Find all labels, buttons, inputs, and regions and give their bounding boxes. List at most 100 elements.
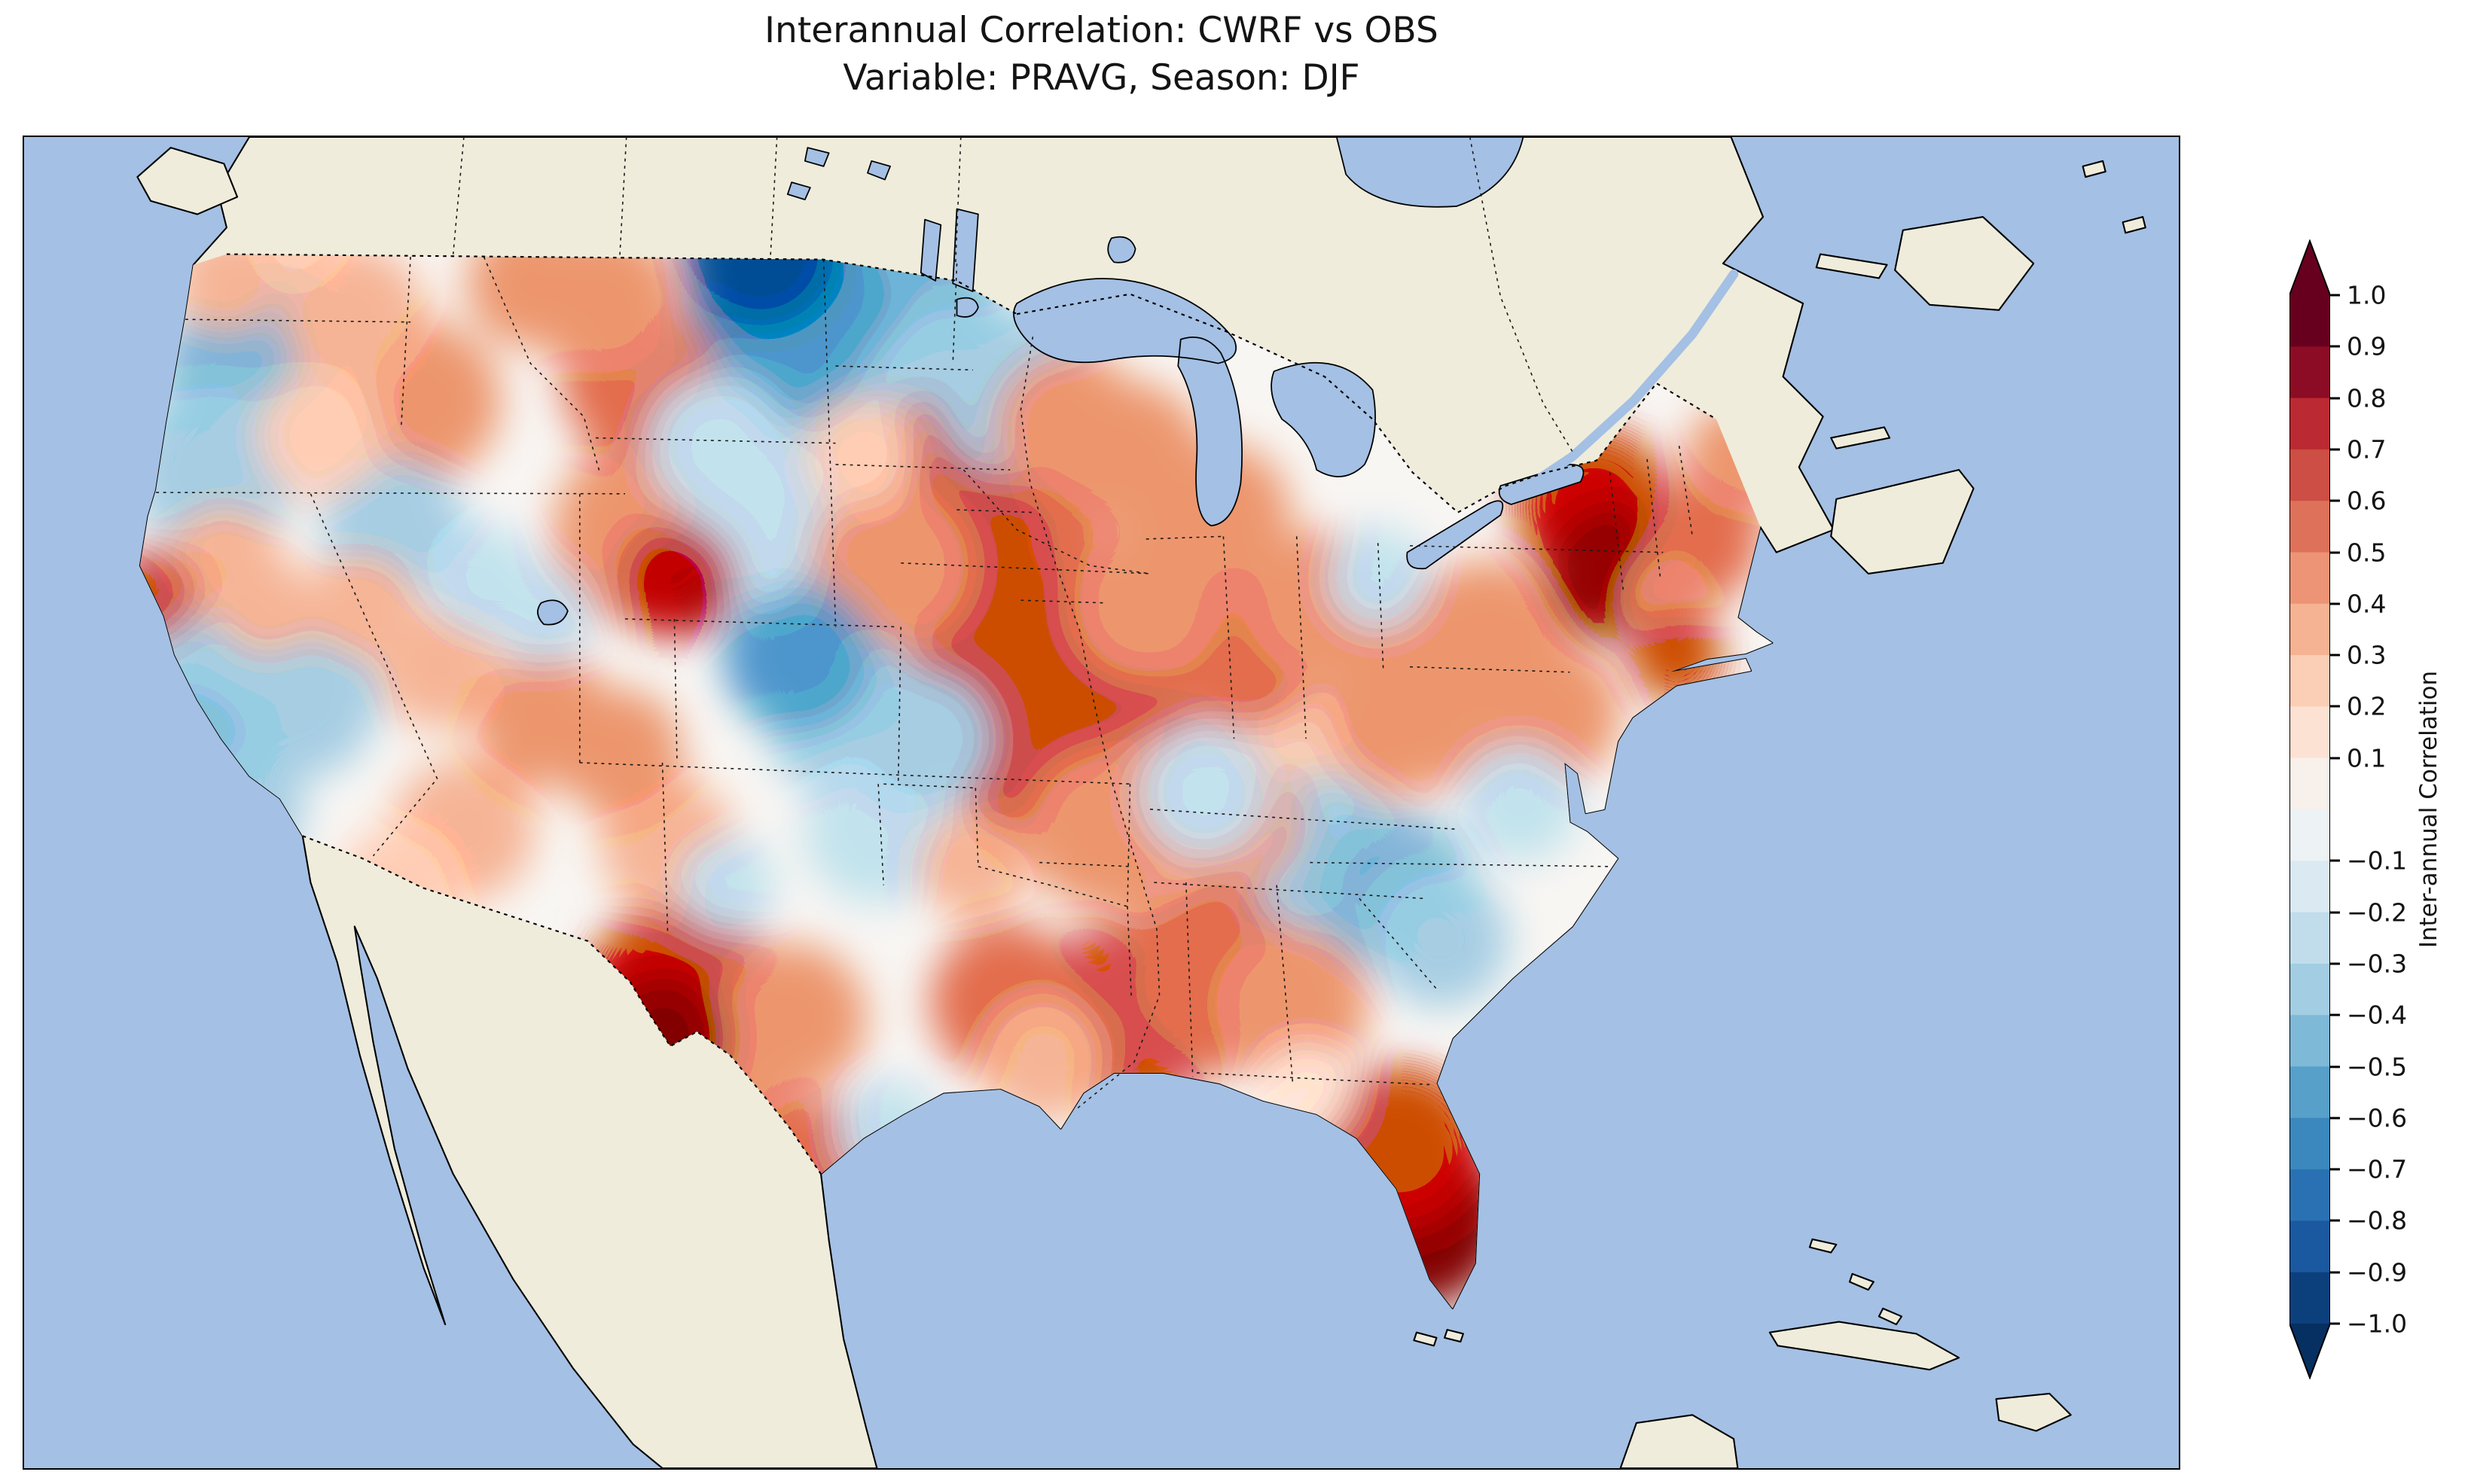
colorbar-segment [2289, 295, 2330, 347]
colorbar-tick: 0.8 [2330, 383, 2386, 413]
colorbar-tick-mark [2330, 1013, 2340, 1016]
colorbar-tick-mark [2330, 1168, 2340, 1171]
colorbar-outline [2289, 239, 2330, 1379]
colorbar-tick-label: 1.0 [2347, 280, 2387, 310]
colorbar-tick-label: −0.7 [2347, 1154, 2408, 1184]
colorbar-tick-mark [2330, 499, 2340, 502]
great-lakes [537, 137, 1585, 626]
correlation-blob [310, 553, 415, 658]
correlation-blob [283, 254, 426, 388]
correlation-blob [1459, 742, 1579, 863]
colorbar-segment [2289, 552, 2330, 605]
colorbar-tick-label: −0.6 [2347, 1103, 2408, 1133]
colorbar-tick-label: −0.3 [2347, 949, 2408, 979]
correlation-blob [256, 371, 384, 499]
colorbar-tick-label: 0.8 [2347, 383, 2387, 413]
colorbar-tick-mark [2330, 705, 2340, 708]
colorbar-segment [2289, 449, 2330, 501]
colorbar-tick-label: 0.6 [2347, 486, 2387, 516]
colorbar-tick: −1.0 [2330, 1309, 2407, 1339]
colorbar-segment [2289, 706, 2330, 759]
province-borders [452, 137, 1575, 455]
colorbar-tick-label: −0.9 [2347, 1257, 2408, 1287]
colorbar-segment [2289, 757, 2330, 810]
figure-title: Interannual Correlation: CWRF vs OBS Var… [23, 8, 2180, 102]
correlation-blob [380, 609, 500, 730]
colorbar-tick: −0.8 [2330, 1206, 2407, 1236]
colorbar-tick-label: 0.7 [2347, 434, 2387, 465]
correlation-blob [682, 254, 840, 331]
colorbar-segment [2289, 346, 2330, 399]
colorbar-tick: −0.1 [2330, 846, 2407, 876]
colorbar-segment [2289, 398, 2330, 450]
colorbar-tick-mark [2330, 859, 2340, 862]
colorbar-tick: 0.9 [2330, 332, 2386, 361]
colorbar-tick-label: 0.4 [2347, 589, 2387, 619]
correlation-blob [804, 396, 917, 509]
colorbar-tick-label: 0.5 [2347, 538, 2387, 567]
colorbar-tick-label: 0.9 [2347, 331, 2387, 361]
colorbar-tick-label: −1.0 [2347, 1309, 2408, 1339]
correlation-blob [859, 672, 994, 806]
colorbar-segment [2289, 655, 2330, 707]
state-borders [156, 256, 1693, 1110]
colorbar-tick-mark [2330, 294, 2340, 297]
colorbar-tick-mark [2330, 602, 2340, 605]
us-mexico-border [302, 835, 822, 1175]
colorbar-tick-mark [2330, 654, 2340, 657]
title-line-1: Interannual Correlation: CWRF vs OBS [764, 10, 1438, 51]
colorbar-tick: −0.3 [2330, 949, 2407, 978]
colorbar-label: Inter-annual Correlation [2415, 670, 2442, 949]
map-canvas [24, 137, 2179, 1468]
colorbar-tick-mark [2330, 1219, 2340, 1222]
correlation-blob [139, 385, 299, 554]
colorbar-tick-axis: 1.0 0.9 0.8 0.7 0.6 0.5 0.4 0.3 0.2 0.1 −0.1 −0.2 −0… [2330, 281, 2458, 1339]
colorbar-tick-mark [2330, 1322, 2340, 1325]
colorbar-tick-label: −0.8 [2347, 1205, 2408, 1236]
correlation-blob [723, 581, 874, 731]
correlation-blob [717, 943, 867, 1093]
colorbar-segment [2289, 1220, 2330, 1273]
map-axes [23, 136, 2180, 1470]
colorbar-tick-mark [2330, 1065, 2340, 1068]
colorbar-tick-mark [2330, 757, 2340, 760]
colorbar-segment [2289, 1169, 2330, 1221]
colorbar-tick-label: −0.2 [2347, 897, 2408, 928]
colorbar-tick: 1.0 [2330, 281, 2386, 310]
colorbar-tick-label: −0.5 [2347, 1052, 2408, 1081]
correlation-blob [1325, 625, 1494, 794]
colorbar-tick-mark [2330, 551, 2340, 553]
colorbar-tick: −0.4 [2330, 1001, 2407, 1030]
colorbar-segment [2289, 603, 2330, 656]
st-lawrence-river [1512, 269, 1739, 499]
colorbar-tick-mark [2330, 962, 2340, 965]
correlation-blob [981, 995, 1109, 1122]
colorbar-segment [2289, 501, 2330, 553]
colorbar-segment [2289, 809, 2330, 861]
correlation-blob [467, 254, 594, 347]
us-canada-border [226, 253, 1717, 513]
correlation-blob [219, 556, 317, 654]
colorbar-tick: −0.2 [2330, 897, 2407, 927]
colorbar-tick: −0.9 [2330, 1257, 2407, 1287]
correlation-blob [678, 836, 775, 934]
colorbar-tick: 0.7 [2330, 434, 2386, 464]
correlation-blob [622, 524, 735, 636]
colorbar-segment [2289, 1066, 2330, 1119]
colorbar-tick: 0.3 [2330, 641, 2386, 670]
correlation-blob [1325, 526, 1430, 632]
correlation-blob [174, 254, 279, 332]
colorbar-extend-max-arrow [2289, 241, 2330, 295]
colorbar-tick-label: −0.1 [2347, 846, 2408, 876]
colorbar-tick-mark [2330, 345, 2340, 348]
correlation-blob [1211, 926, 1368, 1083]
colorbar-tick-label: 0.2 [2347, 691, 2387, 721]
colorbar-extend-min-arrow [2289, 1324, 2330, 1378]
colorbar-tick: 0.4 [2330, 589, 2386, 618]
islands [136, 147, 2146, 1468]
colorbar-tick-label: −0.4 [2347, 1000, 2408, 1030]
colorbar-tick: 0.6 [2330, 486, 2386, 516]
colorbar-segments [2289, 295, 2330, 1324]
colorbar-segment [2289, 1015, 2330, 1068]
